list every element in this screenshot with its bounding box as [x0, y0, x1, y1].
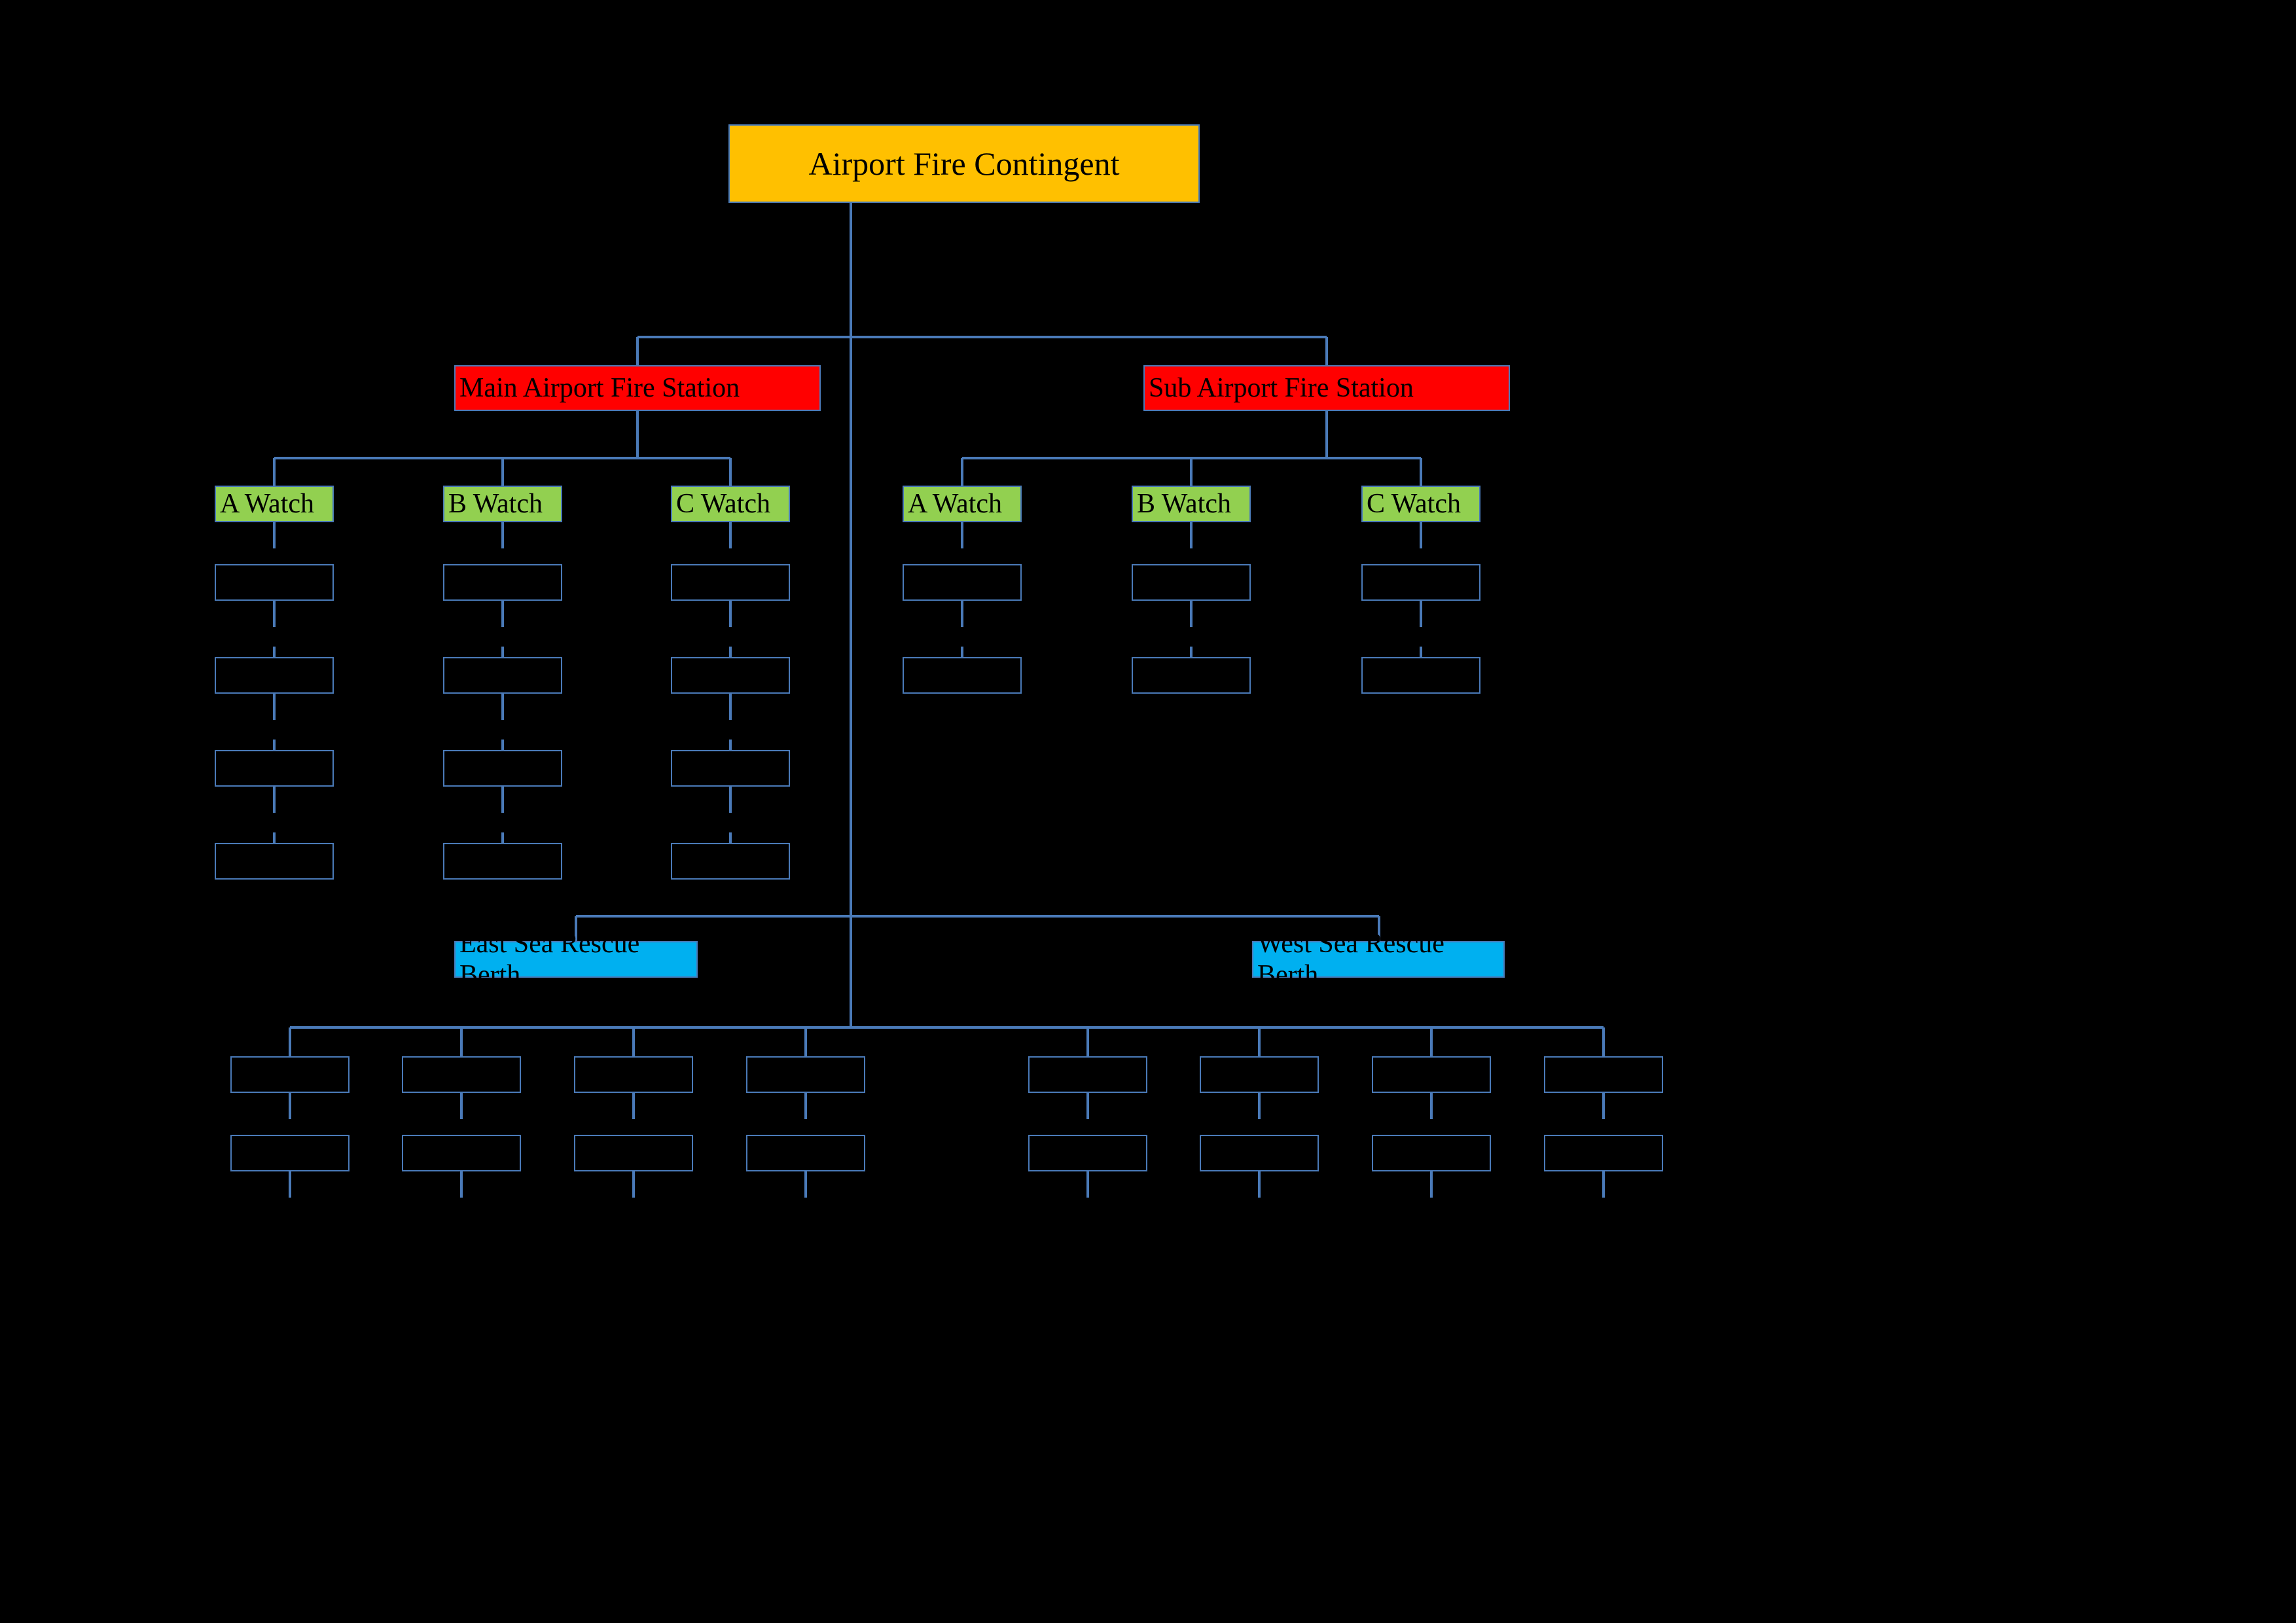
node-r1b: Jet 5 [230, 1135, 350, 1171]
node-label: East Sea Rescue Berth [459, 928, 696, 991]
node-east_berth: East Sea Rescue Berth [454, 941, 698, 978]
node-label: B Watch [448, 488, 543, 520]
node-r8b: Jet 8 [1544, 1135, 1663, 1171]
node-r4: Jet 4 [746, 1056, 865, 1093]
node-crew1b: Crew 2 [215, 657, 334, 694]
node-r4b: Jet 8 [746, 1135, 865, 1171]
node-a_watch_1: A Watch [215, 486, 334, 522]
node-label: Medic [448, 846, 518, 877]
node-r1: Jet 1 [230, 1056, 350, 1093]
node-label: Crew 1 [448, 567, 528, 598]
node-crew3b: Crew 2 [671, 657, 790, 694]
node-label: Crew 3 [676, 753, 756, 784]
node-label: Crew 1 [220, 567, 300, 598]
node-crew3d: Medic [671, 843, 790, 880]
node-label: Jet 6 [1205, 1137, 1256, 1169]
node-crew2c: Crew 3 [443, 750, 562, 787]
node-label: Jet 7 [1377, 1137, 1428, 1169]
node-crew6b: Crew 5 [1361, 657, 1480, 694]
node-crew3c: Crew 3 [671, 750, 790, 787]
node-label: Medic [220, 846, 290, 877]
node-label: Airport Fire Contingent [809, 145, 1120, 183]
node-label: Jet 1 [236, 1059, 287, 1090]
node-crew5: Crew 4 [1132, 564, 1251, 601]
node-label: Jet 3 [1377, 1059, 1428, 1090]
node-label: Crew 5 [1367, 660, 1446, 691]
node-r2b: Jet 6 [402, 1135, 521, 1171]
node-label: Crew 4 [1137, 567, 1217, 598]
node-label: A Watch [220, 488, 314, 520]
node-r7b: Jet 7 [1372, 1135, 1491, 1171]
node-label: C Watch [676, 488, 770, 520]
node-label: C Watch [1367, 488, 1461, 520]
node-label: Jet 8 [1549, 1137, 1600, 1169]
node-label: Jet 5 [1033, 1137, 1085, 1169]
node-label: Crew 2 [220, 660, 300, 691]
node-label: Crew 5 [1137, 660, 1217, 691]
node-label: Jet 1 [1033, 1059, 1085, 1090]
node-label: Jet 7 [579, 1137, 630, 1169]
node-root: Airport Fire Contingent [728, 124, 1200, 203]
node-b_watch_1: B Watch [443, 486, 562, 522]
node-label: Crew 4 [908, 567, 988, 598]
node-label: Crew 2 [448, 660, 528, 691]
node-r3: Jet 3 [574, 1056, 693, 1093]
node-crew1d: Medic [215, 843, 334, 880]
org-chart-lines [0, 0, 2296, 1623]
node-crew4b: Crew 5 [903, 657, 1022, 694]
node-main_station: Main Airport Fire Station [454, 365, 821, 411]
node-crew2b: Crew 2 [443, 657, 562, 694]
node-label: B Watch [1137, 488, 1231, 520]
node-label: West Sea Rescue Berth [1257, 928, 1503, 991]
node-r5: Jet 1 [1028, 1056, 1147, 1093]
node-crew4: Crew 4 [903, 564, 1022, 601]
node-label: Jet 4 [751, 1059, 802, 1090]
node-label: Crew 3 [220, 753, 300, 784]
node-r8: Jet 4 [1544, 1056, 1663, 1093]
node-r5b: Jet 5 [1028, 1135, 1147, 1171]
node-r3b: Jet 7 [574, 1135, 693, 1171]
node-label: Crew 4 [1367, 567, 1446, 598]
node-crew1c: Crew 3 [215, 750, 334, 787]
node-label: Crew 5 [908, 660, 988, 691]
node-label: Jet 6 [407, 1137, 458, 1169]
node-label: Crew 2 [676, 660, 756, 691]
node-label: Sub Airport Fire Station [1149, 372, 1414, 404]
node-crew5b: Crew 5 [1132, 657, 1251, 694]
node-west_berth: West Sea Rescue Berth [1252, 941, 1505, 978]
node-label: Main Airport Fire Station [459, 372, 740, 404]
node-label: Medic [676, 846, 746, 877]
node-c_watch_2: C Watch [1361, 486, 1480, 522]
node-crew2: Crew 1 [443, 564, 562, 601]
node-crew6: Crew 4 [1361, 564, 1480, 601]
node-label: Crew 1 [676, 567, 756, 598]
node-label: Jet 5 [236, 1137, 287, 1169]
node-crew3: Crew 1 [671, 564, 790, 601]
node-r6b: Jet 6 [1200, 1135, 1319, 1171]
node-crew1: Crew 1 [215, 564, 334, 601]
node-r2: Jet 2 [402, 1056, 521, 1093]
node-r7: Jet 3 [1372, 1056, 1491, 1093]
node-label: Jet 4 [1549, 1059, 1600, 1090]
node-label: A Watch [908, 488, 1002, 520]
node-label: Jet 8 [751, 1137, 802, 1169]
node-label: Jet 2 [407, 1059, 458, 1090]
node-b_watch_2: B Watch [1132, 486, 1251, 522]
node-label: Jet 2 [1205, 1059, 1256, 1090]
node-label: Jet 3 [579, 1059, 630, 1090]
node-c_watch_1: C Watch [671, 486, 790, 522]
node-a_watch_2: A Watch [903, 486, 1022, 522]
node-r6: Jet 2 [1200, 1056, 1319, 1093]
node-label: Crew 3 [448, 753, 528, 784]
node-sub_station: Sub Airport Fire Station [1143, 365, 1510, 411]
node-crew2d: Medic [443, 843, 562, 880]
